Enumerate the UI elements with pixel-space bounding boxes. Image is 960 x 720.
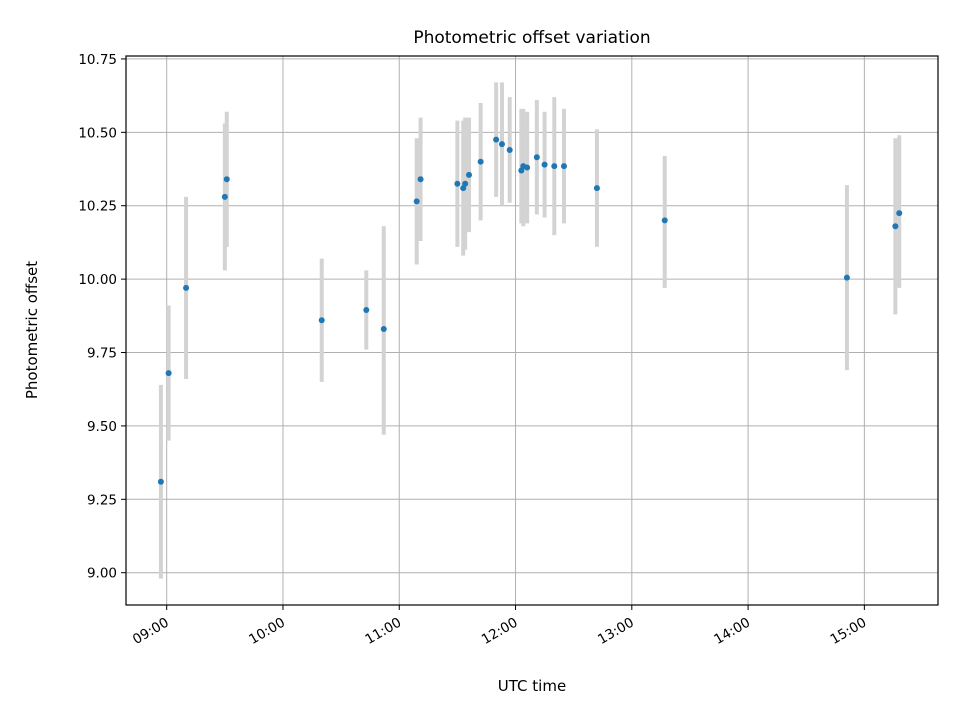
- plot-frame: [125, 55, 939, 606]
- data-point: [477, 158, 484, 165]
- data-point: [533, 154, 540, 161]
- data-points: [157, 136, 903, 485]
- data-point: [454, 180, 461, 187]
- data-point: [413, 198, 420, 205]
- data-point: [541, 161, 548, 168]
- data-point: [498, 141, 505, 148]
- chart-title: Photometric offset variation: [413, 28, 650, 48]
- y-tick-label: 10.75: [78, 52, 117, 68]
- y-tick-label: 9.25: [87, 492, 117, 508]
- data-point: [462, 180, 469, 187]
- y-tick-label: 10.00: [78, 272, 117, 288]
- data-point: [380, 326, 387, 333]
- y-axis: 9.00 9.25 9.50 9.75 10.00 10.25 10.50 10.75: [78, 52, 126, 582]
- y-tick-label: 10.25: [78, 199, 117, 215]
- data-point: [560, 163, 567, 170]
- y-tick-label: 9.50: [87, 419, 117, 435]
- data-point: [551, 163, 558, 170]
- y-tick-label: 10.50: [78, 125, 117, 141]
- data-point: [223, 176, 230, 183]
- data-point: [466, 171, 473, 178]
- data-point: [183, 284, 190, 291]
- data-point: [221, 193, 228, 200]
- grid: [126, 56, 938, 605]
- y-tick-label: 9.00: [87, 566, 117, 582]
- data-point: [524, 164, 531, 171]
- y-axis-label: Photometric offset: [23, 261, 41, 399]
- data-point: [892, 223, 899, 230]
- x-axis-label: UTC time: [498, 677, 566, 695]
- data-point: [493, 136, 500, 143]
- data-point: [506, 146, 513, 153]
- data-point: [896, 210, 903, 217]
- data-point: [593, 185, 600, 192]
- data-point: [417, 176, 424, 183]
- data-point: [157, 478, 164, 485]
- data-point: [318, 317, 325, 324]
- data-point: [165, 370, 172, 377]
- y-tick-label: 9.75: [87, 346, 117, 362]
- data-point: [661, 217, 668, 224]
- data-point: [843, 274, 850, 281]
- data-point: [363, 306, 370, 313]
